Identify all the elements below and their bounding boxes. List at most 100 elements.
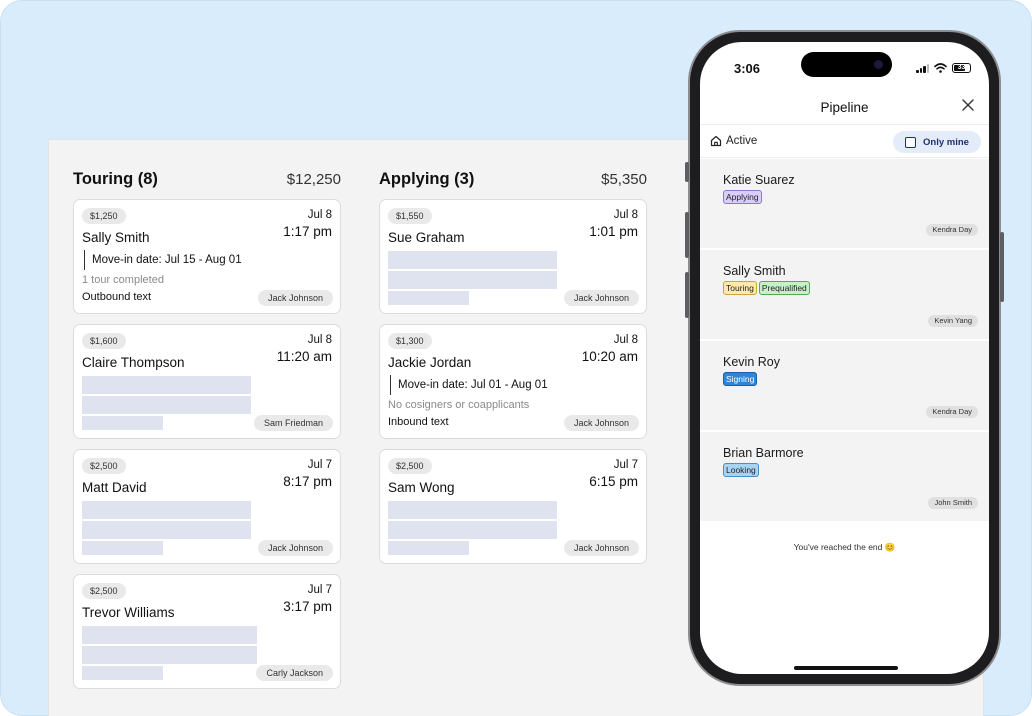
placeholder-bar bbox=[388, 271, 557, 289]
agent-badge[interactable]: Carly Jackson bbox=[256, 665, 333, 681]
agent-badge: Kevin Yang bbox=[928, 315, 978, 327]
only-mine-toggle[interactable]: Only mine bbox=[893, 131, 981, 153]
lead-name: Sam Wong bbox=[388, 480, 455, 495]
placeholder-bar bbox=[82, 646, 257, 664]
status-tag: Applying bbox=[723, 190, 762, 204]
phone-screen: 3:06 33 Pipeline bbox=[700, 42, 989, 674]
lead-name: Matt David bbox=[82, 480, 147, 495]
card-date: Jul 8 bbox=[613, 334, 638, 346]
dynamic-island bbox=[801, 52, 892, 77]
close-icon[interactable] bbox=[961, 98, 975, 112]
lead-card[interactable]: $1,550 Jul 8 Sue Graham 1:01 pm Jack Joh… bbox=[379, 199, 647, 314]
lead-card[interactable]: $1,600 Jul 8 Claire Thompson 11:20 am Sa… bbox=[73, 324, 341, 439]
price-badge: $1,250 bbox=[82, 208, 126, 224]
wifi-icon bbox=[934, 63, 947, 73]
lead-name: Sally Smith bbox=[82, 230, 150, 245]
agent-badge: Kendra Day bbox=[926, 406, 978, 418]
list-item[interactable]: Sally Smith Touring Prequalified Kevin Y… bbox=[700, 250, 989, 341]
only-mine-label: Only mine bbox=[923, 136, 969, 148]
message-type: Inbound text bbox=[388, 416, 449, 428]
card-date: Jul 7 bbox=[613, 459, 638, 471]
lead-name: Sally Smith bbox=[723, 264, 786, 278]
agent-badge[interactable]: Jack Johnson bbox=[563, 415, 639, 431]
agent-badge: John Smith bbox=[928, 497, 978, 509]
placeholder-bar bbox=[82, 521, 251, 539]
home-indicator bbox=[794, 666, 898, 670]
column-touring: Touring (8) $12,250 $1,250 Jul 8 Sally S… bbox=[73, 170, 341, 699]
card-time: 1:17 pm bbox=[283, 224, 332, 239]
price-badge: $1,550 bbox=[388, 208, 432, 224]
price-badge: $2,500 bbox=[388, 458, 432, 474]
status-time: 3:06 bbox=[734, 61, 761, 76]
placeholder-bar bbox=[388, 251, 557, 269]
status-tag: Signing bbox=[723, 372, 758, 386]
card-date: Jul 8 bbox=[307, 209, 332, 221]
placeholder-bar bbox=[82, 541, 163, 555]
lead-card[interactable]: $2,500 Jul 7 Sam Wong 6:15 pm Jack Johns… bbox=[379, 449, 647, 564]
status-tag: Prequalified bbox=[758, 281, 810, 295]
list-item[interactable]: Katie Suarez Applying Kendra Day bbox=[700, 159, 989, 250]
tag-group: Applying bbox=[723, 190, 762, 204]
agent-badge[interactable]: Sam Friedman bbox=[253, 415, 333, 431]
lead-card[interactable]: $1,300 Jul 8 Jackie Jordan 10:20 am Move… bbox=[379, 324, 647, 439]
signal-icon bbox=[916, 63, 929, 73]
tag-group: Signing bbox=[723, 372, 758, 386]
lead-name: Kevin Roy bbox=[723, 355, 780, 369]
tag-group: Touring Prequalified bbox=[723, 281, 810, 295]
agent-badge[interactable]: Jack Johnson bbox=[257, 290, 333, 306]
active-filter[interactable]: Active bbox=[710, 135, 757, 147]
camera-dot bbox=[874, 60, 883, 69]
lead-card[interactable]: $2,500 Jul 7 Matt David 8:17 pm Jack Joh… bbox=[73, 449, 341, 564]
lead-name: Katie Suarez bbox=[723, 173, 795, 187]
end-of-list-note: You've reached the end 😊 bbox=[793, 542, 896, 552]
list-item[interactable]: Brian Barmore Looking John Smith bbox=[700, 432, 989, 523]
card-time: 10:20 am bbox=[581, 349, 638, 364]
card-date: Jul 7 bbox=[307, 459, 332, 471]
placeholder-bar bbox=[82, 416, 163, 430]
agent-badge[interactable]: Jack Johnson bbox=[563, 290, 639, 306]
column-applying: Applying (3) $5,350 $1,550 Jul 8 Sue Gra… bbox=[379, 170, 647, 574]
status-tag: Looking bbox=[723, 463, 759, 477]
volume-down-button bbox=[685, 272, 689, 318]
lead-card[interactable]: $2,500 Jul 7 Trevor Williams 3:17 pm Car… bbox=[73, 574, 341, 689]
card-note: 1 tour completed bbox=[82, 274, 164, 286]
filter-bar: Active Only mine bbox=[700, 124, 989, 158]
status-tag: Touring bbox=[723, 281, 757, 295]
column-title: Touring (8) bbox=[73, 170, 158, 188]
price-badge: $2,500 bbox=[82, 458, 126, 474]
lead-name: Brian Barmore bbox=[723, 446, 804, 460]
agent-badge: Kendra Day bbox=[926, 224, 978, 236]
card-time: 11:20 am bbox=[276, 349, 332, 364]
price-badge: $1,600 bbox=[82, 333, 126, 349]
pipeline-list: Katie Suarez Applying Kendra Day Sally S… bbox=[700, 159, 989, 523]
status-icons: 33 bbox=[916, 63, 971, 73]
lead-card[interactable]: $1,250 Jul 8 Sally Smith 1:17 pm Move-in… bbox=[73, 199, 341, 314]
card-note: No cosigners or coapplicants bbox=[388, 399, 530, 411]
placeholder-bar bbox=[82, 501, 251, 519]
placeholder-bar bbox=[82, 396, 251, 414]
list-item[interactable]: Kevin Roy Signing Kendra Day bbox=[700, 341, 989, 432]
agent-badge[interactable]: Jack Johnson bbox=[563, 540, 639, 556]
page-title: Pipeline bbox=[820, 100, 869, 115]
active-filter-label: Active bbox=[726, 135, 758, 147]
volume-up-button bbox=[685, 212, 689, 258]
lead-name: Sue Graham bbox=[388, 230, 465, 245]
lead-name: Trevor Williams bbox=[82, 605, 175, 620]
action-button bbox=[685, 162, 689, 182]
placeholder-bar bbox=[388, 541, 469, 555]
agent-badge[interactable]: Jack Johnson bbox=[257, 540, 333, 556]
placeholder-bar bbox=[82, 376, 251, 394]
placeholder-bar bbox=[388, 521, 557, 539]
card-date: Jul 8 bbox=[307, 334, 332, 346]
checkbox-icon[interactable] bbox=[905, 136, 916, 148]
home-icon bbox=[710, 135, 722, 147]
phone-frame: 3:06 33 Pipeline bbox=[685, 30, 1004, 686]
card-time: 1:01 pm bbox=[589, 224, 638, 239]
price-badge: $2,500 bbox=[82, 583, 126, 599]
battery-level: 33 bbox=[957, 64, 966, 71]
card-date: Jul 8 bbox=[613, 209, 638, 221]
placeholder-bar bbox=[82, 666, 163, 680]
column-total: $12,250 bbox=[286, 171, 341, 188]
card-time: 3:17 pm bbox=[283, 599, 332, 614]
move-in-date: Move-in date: Jul 15 - Aug 01 bbox=[84, 250, 242, 270]
